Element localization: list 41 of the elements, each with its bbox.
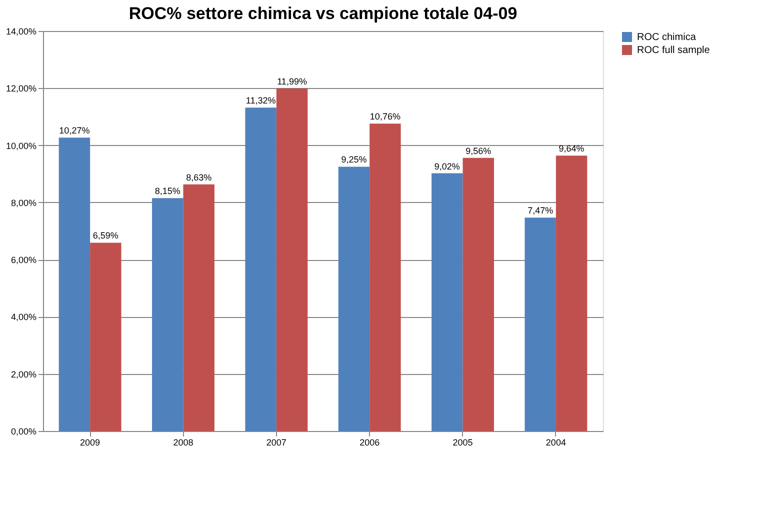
- x-tick-label: 2009: [80, 438, 100, 448]
- y-tick-label: 8,00%: [10, 198, 36, 208]
- bar: [276, 88, 308, 431]
- bar: [462, 158, 494, 431]
- bar: [58, 138, 90, 431]
- y-tick-label: 4,00%: [10, 312, 36, 322]
- bar: [245, 108, 276, 431]
- x-tick-label: 2005: [452, 438, 473, 448]
- legend-label: ROC chimica: [637, 32, 696, 43]
- bar: [183, 184, 214, 431]
- legend-label: ROC full sample: [637, 45, 710, 56]
- data-label: 8,15%: [154, 186, 180, 196]
- data-label: 7,47%: [528, 206, 554, 216]
- data-label: 9,56%: [466, 146, 492, 156]
- bar: [524, 218, 556, 431]
- data-label: 11,32%: [246, 96, 276, 106]
- y-tick-label: 6,00%: [10, 255, 36, 266]
- bar: [432, 173, 463, 431]
- bar: [338, 166, 370, 431]
- data-label: 10,76%: [370, 112, 400, 122]
- bar: [90, 242, 122, 431]
- x-tick-label: 2008: [173, 438, 194, 448]
- data-label: 9,25%: [341, 154, 367, 165]
- data-label: 9,02%: [434, 161, 460, 172]
- data-label: 10,27%: [59, 126, 90, 136]
- y-tick-label: 12,00%: [6, 84, 36, 94]
- data-label: 8,63%: [186, 172, 212, 182]
- y-tick-label: 2,00%: [10, 369, 36, 380]
- x-tick-label: 2007: [266, 438, 286, 448]
- y-tick-label: 10,00%: [6, 140, 36, 151]
- bar: [152, 198, 184, 431]
- y-tick-label: 14,00%: [6, 26, 36, 36]
- data-label: 11,99%: [277, 76, 307, 86]
- y-tick-label: 0,00%: [10, 426, 36, 436]
- chart-title: ROC% settore chimica vs campione totale 04-09: [128, 4, 518, 23]
- x-tick-label: 2004: [546, 438, 566, 448]
- bar: [370, 124, 401, 431]
- data-label: 6,59%: [92, 230, 118, 241]
- x-tick-label: 2006: [360, 438, 380, 448]
- bar: [556, 156, 588, 431]
- data-label: 9,64%: [558, 144, 584, 154]
